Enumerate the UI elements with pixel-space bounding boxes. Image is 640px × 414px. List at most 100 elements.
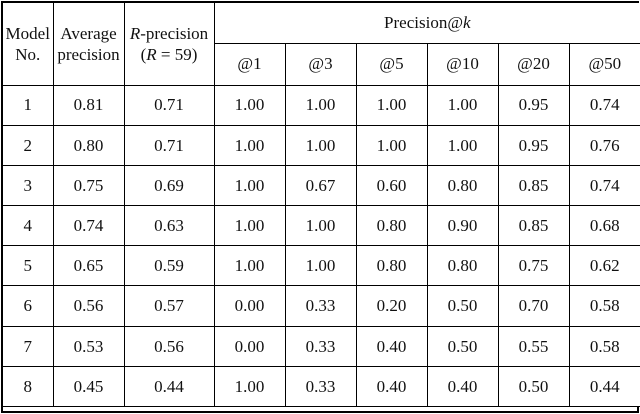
precision-at-10-cell: 1.00	[426, 124, 499, 166]
table-row: 1 0.81 0.71 1.00 1.00 1.00 1.00 0.95 0.7…	[3, 84, 640, 126]
table-body: 1 0.81 0.71 1.00 1.00 1.00 1.00 0.95 0.7…	[3, 84, 640, 408]
precision-at-5-cell: 1.00	[355, 84, 428, 126]
precision-at-20-cell: 0.50	[497, 365, 570, 408]
avg-precision-cell: 0.81	[52, 84, 125, 126]
r-equals-value: = 59)	[156, 44, 198, 64]
avg-precision-cell: 0.74	[52, 205, 125, 247]
avg-precision-cell: 0.75	[52, 164, 125, 207]
avg-precision-cell: 0.65	[52, 245, 125, 287]
precision-at-10-cell: 1.00	[426, 84, 499, 126]
r-precision-cell: 0.56	[123, 325, 215, 367]
header-r-precision-line2: (R = 59)	[141, 45, 198, 64]
model-no-cell: 4	[3, 205, 54, 247]
precision-at-5-cell: 0.40	[355, 365, 428, 408]
precision-at-3-cell: 1.00	[284, 124, 357, 166]
precision-at-5-cell: 0.40	[355, 325, 428, 367]
header-at-20: @20	[497, 42, 570, 86]
model-no-cell: 7	[3, 325, 54, 367]
precision-at-1-cell: 0.00	[213, 325, 286, 367]
precision-at-10-cell: 0.90	[426, 205, 499, 247]
header-average-line1: Average	[60, 23, 117, 43]
model-no-cell: 5	[3, 245, 54, 287]
precision-at-3-cell: 1.00	[284, 84, 357, 126]
model-no-cell: 1	[3, 84, 54, 126]
precision-at-20-cell: 0.95	[497, 124, 570, 166]
precision-at-50-cell: 0.74	[568, 164, 640, 207]
table-row: 4 0.74 0.63 1.00 1.00 0.80 0.90 0.85 0.6…	[3, 205, 640, 247]
precision-at-5-cell: 0.60	[355, 164, 428, 207]
r-precision-cell: 0.71	[123, 124, 215, 166]
header-model-line1: Model	[5, 23, 50, 43]
model-no-cell: 2	[3, 124, 54, 166]
model-no-cell: 6	[3, 285, 54, 327]
r-precision-suffix: -precision	[140, 23, 209, 43]
precision-table: Model No. Average precision R-precision …	[3, 3, 640, 408]
precision-at-5-cell: 0.80	[355, 245, 428, 287]
precision-at-50-cell: 0.44	[568, 365, 640, 408]
precision-at-10-cell: 0.50	[426, 285, 499, 327]
precision-at-10-cell: 0.80	[426, 164, 499, 207]
r-precision-cell: 0.63	[123, 205, 215, 247]
header-at-10: @10	[426, 42, 499, 86]
precision-at-3-cell: 1.00	[284, 205, 357, 247]
avg-precision-cell: 0.45	[52, 365, 125, 408]
precision-at-50-cell: 0.74	[568, 84, 640, 126]
table-row: 6 0.56 0.57 0.00 0.33 0.20 0.50 0.70 0.5…	[3, 285, 640, 327]
header-precision-at-k: Precision@k	[213, 3, 640, 44]
precision-at-20-cell: 0.85	[497, 164, 570, 207]
precision-at-50-cell: 0.62	[568, 245, 640, 287]
r-precision-cell: 0.57	[123, 285, 215, 327]
table-row: 7 0.53 0.56 0.00 0.33 0.40 0.50 0.55 0.5…	[3, 325, 640, 367]
precision-at-20-cell: 0.75	[497, 245, 570, 287]
precision-at-3-cell: 0.33	[284, 325, 357, 367]
precision-at-3-cell: 1.00	[284, 245, 357, 287]
model-no-cell: 3	[3, 164, 54, 207]
precision-at-10-cell: 0.40	[426, 365, 499, 408]
header-row-at-k: @1 @3 @5 @10 @20 @50	[3, 42, 640, 86]
precision-at-50-cell: 0.76	[568, 124, 640, 166]
r-variable: R	[129, 23, 141, 43]
model-no-cell: 8	[3, 365, 54, 408]
precision-at-5-cell: 0.20	[355, 285, 428, 327]
avg-precision-cell: 0.80	[52, 124, 125, 166]
header-row-top: Model No. Average precision R-precision …	[3, 3, 640, 86]
precision-at-10-cell: 0.80	[426, 245, 499, 287]
header-at-3: @3	[284, 42, 357, 86]
precision-at-prefix: Precision@	[384, 13, 463, 33]
precision-at-1-cell: 1.00	[213, 84, 286, 126]
header-model-no: Model No.	[3, 3, 54, 86]
table-row: 3 0.75 0.69 1.00 0.67 0.60 0.80 0.85 0.7…	[3, 164, 640, 207]
precision-at-1-cell: 1.00	[213, 124, 286, 166]
precision-at-3-cell: 0.33	[284, 285, 357, 327]
r-precision-cell: 0.59	[123, 245, 215, 287]
precision-at-1-cell: 1.00	[213, 205, 286, 247]
precision-at-50-cell: 0.58	[568, 325, 640, 367]
precision-at-5-cell: 0.80	[355, 205, 428, 247]
precision-at-5-cell: 1.00	[355, 124, 428, 166]
precision-at-20-cell: 0.55	[497, 325, 570, 367]
precision-at-20-cell: 0.85	[497, 205, 570, 247]
table-row: 8 0.45 0.44 1.00 0.33 0.40 0.40 0.50 0.4…	[3, 365, 640, 408]
r-precision-cell: 0.71	[123, 84, 215, 126]
header-at-50: @50	[568, 42, 640, 86]
precision-at-1-cell: 1.00	[213, 365, 286, 408]
precision-at-20-cell: 0.95	[497, 84, 570, 126]
precision-at-50-cell: 0.68	[568, 205, 640, 247]
avg-precision-cell: 0.56	[52, 285, 125, 327]
table-row: 2 0.80 0.71 1.00 1.00 1.00 1.00 0.95 0.7…	[3, 124, 640, 166]
precision-at-3-cell: 0.67	[284, 164, 357, 207]
precision-at-50-cell: 0.58	[568, 285, 640, 327]
header-at-5: @5	[355, 42, 428, 86]
avg-precision-cell: 0.53	[52, 325, 125, 367]
header-average-precision: Average precision	[52, 3, 125, 86]
r-precision-cell: 0.69	[123, 164, 215, 207]
r-precision-cell: 0.44	[123, 365, 215, 408]
header-model-line2: No.	[15, 44, 41, 64]
header-average-line2: precision	[57, 44, 120, 64]
header-r-precision-line1: R-precision	[130, 24, 208, 43]
precision-at-1-cell: 1.00	[213, 245, 286, 287]
precision-at-1-cell: 1.00	[213, 164, 286, 207]
header-r-precision: R-precision (R = 59)	[123, 3, 215, 86]
